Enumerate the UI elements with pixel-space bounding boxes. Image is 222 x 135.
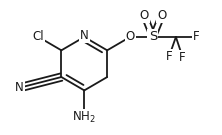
Text: F: F <box>179 50 186 63</box>
Text: O: O <box>140 9 149 22</box>
Text: NH$_2$: NH$_2$ <box>72 110 96 125</box>
Text: O: O <box>157 9 166 22</box>
Text: Cl: Cl <box>33 31 44 43</box>
Text: F: F <box>166 50 172 63</box>
Text: F: F <box>193 31 199 43</box>
Text: O: O <box>125 31 135 43</box>
Text: N: N <box>80 29 89 42</box>
Text: N: N <box>15 81 24 94</box>
Text: S: S <box>149 31 157 43</box>
